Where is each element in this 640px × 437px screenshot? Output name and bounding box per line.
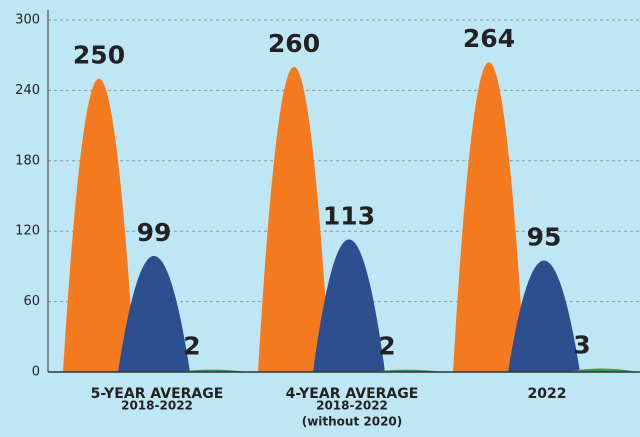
- value-label: 95: [527, 223, 562, 252]
- y-tick-label: 120: [15, 224, 40, 239]
- hump: [313, 239, 385, 372]
- x-tick-label: 5-YEAR AVERAGE: [91, 386, 224, 402]
- hump: [453, 62, 525, 372]
- hump: [63, 78, 135, 372]
- y-tick-label: 300: [15, 13, 40, 28]
- x-tick-label: 2018-2022: [316, 399, 388, 413]
- y-tick-label: 240: [15, 83, 40, 98]
- x-tick-label: 4-YEAR AVERAGE: [286, 386, 419, 402]
- hump: [508, 260, 580, 372]
- y-tick-label: 0: [32, 365, 40, 380]
- x-tick-label: 2018-2022: [121, 399, 193, 413]
- x-tick-label: 2022: [528, 386, 567, 402]
- y-tick-label: 60: [23, 294, 40, 309]
- value-label: 264: [463, 24, 515, 53]
- value-label: 113: [323, 201, 375, 230]
- value-label: 2: [183, 332, 200, 361]
- value-label: 250: [73, 41, 125, 70]
- hump: [258, 66, 330, 372]
- hump: [118, 255, 190, 372]
- value-label: 99: [137, 218, 172, 247]
- x-tick-label: (without 2020): [302, 415, 403, 429]
- value-label: 2: [378, 332, 395, 361]
- value-label: 3: [573, 330, 590, 359]
- hump: [566, 368, 638, 372]
- y-tick-label: 180: [15, 153, 40, 168]
- value-label: 260: [268, 29, 320, 58]
